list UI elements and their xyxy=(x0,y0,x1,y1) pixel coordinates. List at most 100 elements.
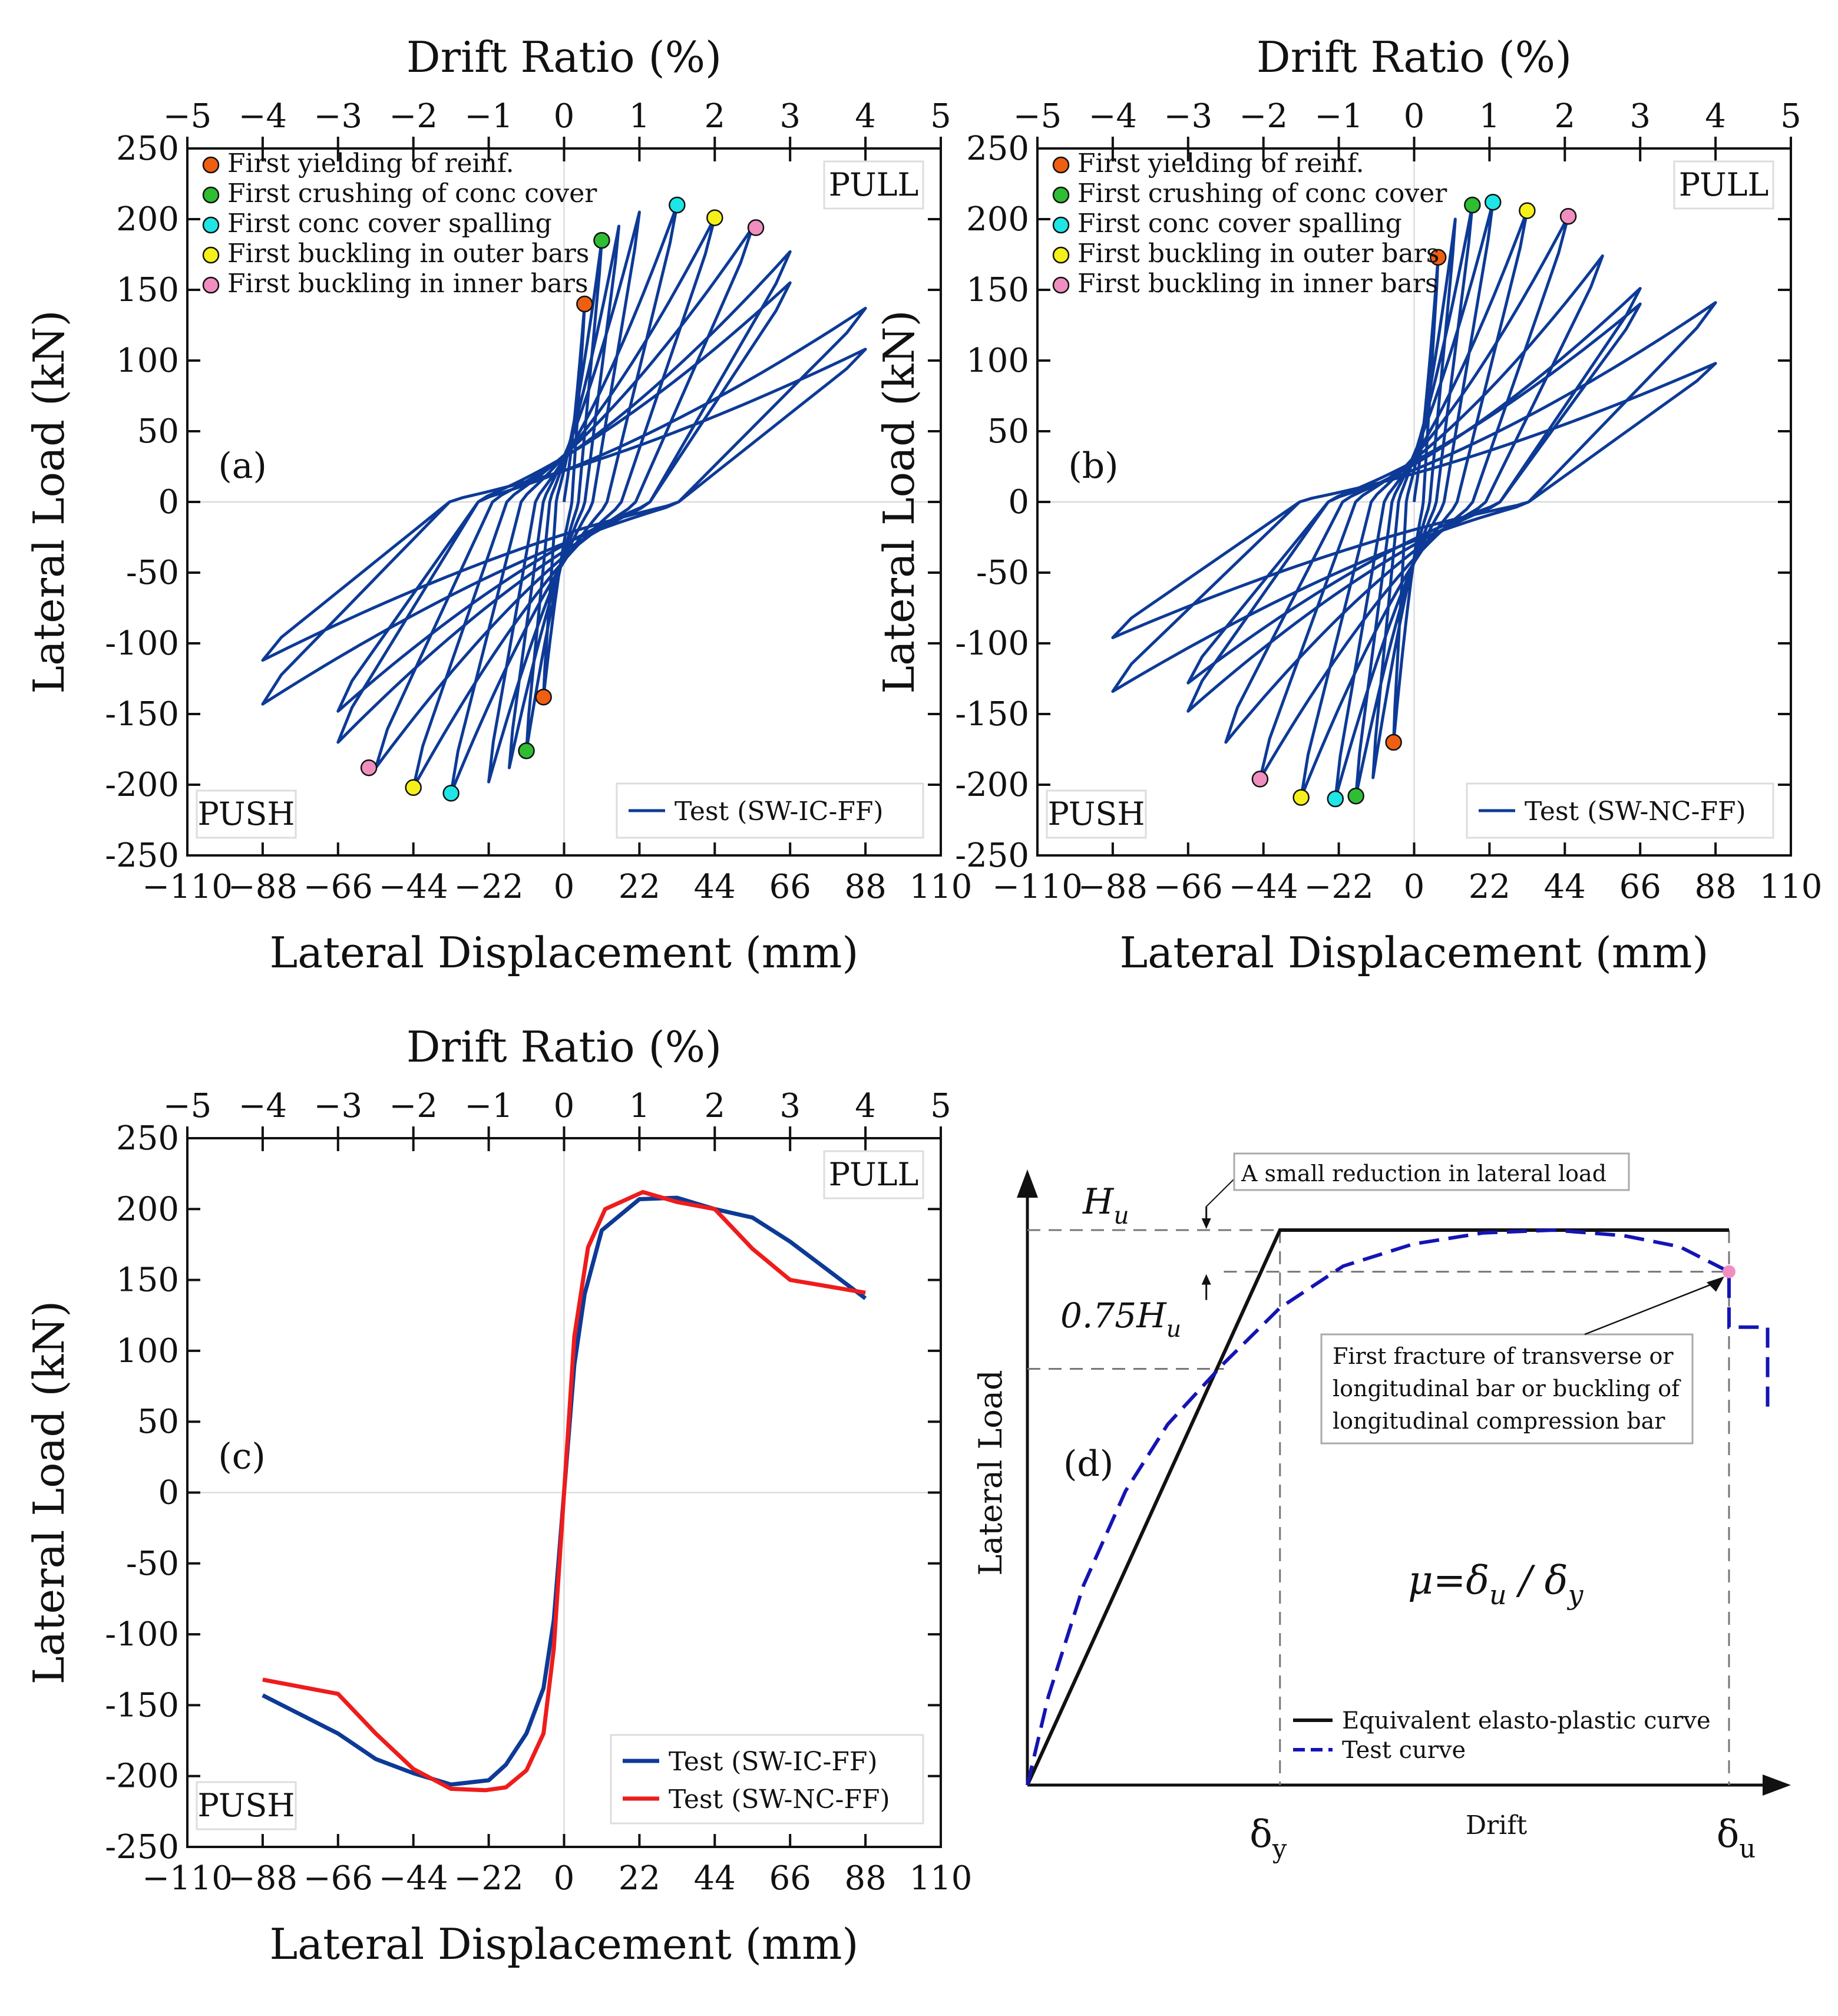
legend-marker-inner xyxy=(202,276,220,294)
legend-label-inner: First buckling in inner bars xyxy=(1077,269,1439,299)
y-tick-label: -200 xyxy=(105,766,179,804)
event-marker-crush xyxy=(1464,196,1481,214)
top-axis-title: Drift Ratio (%) xyxy=(406,32,722,82)
panel-d: A small reduction in lateral load First f… xyxy=(972,1152,1791,1864)
x-tick-label: 88 xyxy=(844,868,886,906)
event-marker-inner xyxy=(1251,771,1269,788)
legend-label-yield: First yielding of reinf. xyxy=(227,148,514,179)
dy-label: δy xyxy=(1249,1813,1287,1864)
y-tick-label: 0 xyxy=(1008,483,1029,521)
x-tick-label: −44 xyxy=(379,1859,448,1898)
top-tick-label: 2 xyxy=(1554,97,1575,135)
plot-frame xyxy=(186,147,942,857)
event-marker-spall xyxy=(669,196,686,214)
legend-marker-crush xyxy=(1052,186,1070,204)
test-curve xyxy=(1026,1228,1770,1786)
y-tick-label: 150 xyxy=(116,271,179,309)
x-tick-label: 44 xyxy=(1544,868,1586,906)
top-tick-label: −5 xyxy=(163,1087,212,1125)
y-tick-label: 100 xyxy=(116,1332,179,1370)
legend-label-outer: First buckling in outer bars xyxy=(1077,239,1439,269)
x-tick-label: −66 xyxy=(1153,868,1223,906)
hysteresis-curve xyxy=(261,203,867,795)
dy-label-sub: y xyxy=(1272,1835,1287,1864)
legend-label-inner: First buckling in inner bars xyxy=(227,269,589,299)
plot-frame xyxy=(1036,147,1792,857)
reduction-arrowhead-bottom xyxy=(1201,1274,1211,1285)
fracture-arrow xyxy=(1584,1280,1720,1336)
push-box xyxy=(196,1781,297,1830)
legend-test: Test curve xyxy=(1342,1737,1466,1764)
top-tick-label: −5 xyxy=(1013,97,1062,135)
x-tick-label: 88 xyxy=(1694,868,1736,906)
y-tick-label: -100 xyxy=(105,1615,179,1654)
h75-label-sub: u xyxy=(1166,1316,1181,1343)
top-tick-label: −2 xyxy=(389,1087,438,1125)
top-tick-label: 4 xyxy=(1705,97,1726,135)
push-box xyxy=(1046,789,1147,839)
top-tick-label: 1 xyxy=(629,1087,650,1125)
panel-label: (a) xyxy=(218,445,267,487)
hysteresis-curve xyxy=(1111,200,1717,801)
x-tick-label: 0 xyxy=(554,1859,575,1898)
x-axis-title: Lateral Displacement (mm) xyxy=(269,928,858,977)
x-tick-label: 22 xyxy=(619,1859,660,1898)
legend-marker-outer xyxy=(1052,246,1070,264)
x-tick-label: 22 xyxy=(1469,868,1510,906)
legend-label-crush: First crushing of conc cover xyxy=(1077,179,1447,209)
top-tick-label: 2 xyxy=(704,1087,725,1125)
y-axis-arrow xyxy=(1017,1169,1038,1198)
y-tick-label: 200 xyxy=(116,200,179,239)
pull-box xyxy=(1673,160,1774,210)
event-marker-outer xyxy=(706,209,723,226)
ductility-formula: μ=δu / δy xyxy=(1408,1558,1584,1611)
hu-label-main: H xyxy=(1082,1181,1115,1222)
fracture-note-line: longitudinal compression bar xyxy=(1333,1408,1665,1434)
top-tick-label: 0 xyxy=(554,97,575,135)
panel-label: (b) xyxy=(1068,445,1118,487)
event-marker-spall xyxy=(442,785,460,802)
event-marker-spall xyxy=(1484,193,1502,211)
top-tick-label: −3 xyxy=(1164,97,1213,135)
event-marker-crush xyxy=(1347,787,1364,805)
plot-frame xyxy=(186,1137,942,1848)
x-tick-label: 22 xyxy=(619,868,660,906)
drift-axis-title: Drift xyxy=(1466,1810,1528,1840)
series-legend-label: Test (SW-NC-FF) xyxy=(1525,797,1746,827)
y-axis-title: Lateral Load (kN) xyxy=(24,1301,74,1684)
top-tick-label: −4 xyxy=(1089,97,1138,135)
y-tick-label: 250 xyxy=(116,130,179,168)
y-tick-label: -250 xyxy=(105,1828,179,1866)
x-tick-label: 66 xyxy=(769,868,811,906)
envelope-legend-label-1: Test (SW-NC-FF) xyxy=(669,1784,890,1815)
event-marker-crush xyxy=(518,742,535,759)
x-tick-label: 0 xyxy=(1404,868,1425,906)
du-label: δu xyxy=(1717,1813,1756,1864)
panel-a: −110−88 −66 −44 −22 0 22 44 66 88 110250200150100… xyxy=(24,32,972,977)
series-legend-box xyxy=(616,782,924,839)
top-tick-label: −4 xyxy=(239,1087,287,1125)
fracture-note-line: First fracture of transverse or xyxy=(1333,1343,1674,1369)
top-tick-label: 5 xyxy=(930,1087,951,1125)
top-tick-label: −1 xyxy=(464,97,513,135)
top-axis-title: Drift Ratio (%) xyxy=(1257,32,1572,82)
y-tick-label: -250 xyxy=(105,837,179,875)
x-tick-label: 44 xyxy=(694,868,736,906)
x-tick-label: 110 xyxy=(910,1859,973,1898)
top-tick-label: −1 xyxy=(1314,97,1363,135)
y-tick-label: -150 xyxy=(955,695,1029,733)
x-tick-label: −110 xyxy=(992,868,1083,906)
top-axis-title: Drift Ratio (%) xyxy=(406,1022,722,1072)
h75-label: 0.75Hu xyxy=(1060,1295,1181,1343)
y-tick-label: -150 xyxy=(105,1686,179,1724)
reduction-note-box xyxy=(1233,1152,1630,1191)
panel-label-d: (d) xyxy=(1063,1443,1113,1485)
top-tick-label: 4 xyxy=(855,97,876,135)
x-tick-label: −88 xyxy=(228,1859,297,1898)
event-marker-outer xyxy=(405,779,422,797)
y-tick-label: 250 xyxy=(966,130,1029,168)
reduction-note: A small reduction in lateral load xyxy=(1241,1161,1606,1187)
legend-label-spall: First conc cover spalling xyxy=(227,209,552,239)
x-tick-label: 66 xyxy=(769,1859,811,1898)
